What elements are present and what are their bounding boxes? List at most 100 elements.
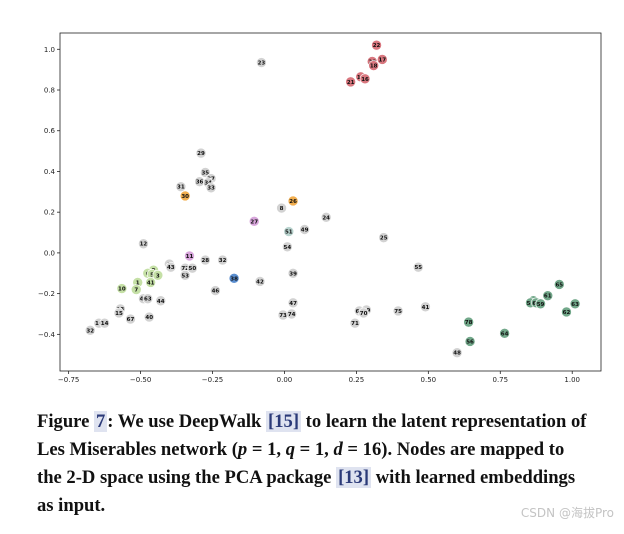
node-label: 16 <box>361 77 369 83</box>
node-label: 42 <box>256 279 264 285</box>
node-point <box>464 336 476 347</box>
node-label: 22 <box>373 43 381 49</box>
node-label: 39 <box>289 271 297 277</box>
node-label: 48 <box>453 351 461 357</box>
figure-caption: Figure 7: We use DeepWalk [15] to learn … <box>37 408 593 520</box>
node-label: 43 <box>167 265 175 271</box>
node-point <box>378 232 390 243</box>
node-label: 10 <box>118 287 126 293</box>
node-point <box>200 254 211 266</box>
node-label: 56 <box>466 339 474 345</box>
caption-ref-15[interactable]: [15] <box>266 411 302 432</box>
node-label: 40 <box>145 315 153 321</box>
node-point <box>145 277 156 288</box>
node-label: 65 <box>555 282 563 288</box>
node-point <box>287 297 299 309</box>
x-tick-label: 0.50 <box>421 376 437 384</box>
data-points: 2217201819162123293537363433313026827245… <box>84 39 581 358</box>
node-label: 74 <box>288 312 296 318</box>
node-label: 63 <box>144 297 152 303</box>
node-point <box>371 39 382 51</box>
node-label: 58 <box>527 301 535 307</box>
node-label: 64 <box>501 331 509 337</box>
node-point <box>561 306 572 318</box>
node-label: 31 <box>177 185 185 191</box>
caption-text-3: with learned embeddings as input. <box>37 467 576 516</box>
node-point <box>358 307 369 319</box>
node-label: 62 <box>563 310 571 316</box>
node-point <box>228 273 240 284</box>
node-point <box>179 270 191 281</box>
node-label: 14 <box>101 321 109 327</box>
node-point <box>299 224 310 235</box>
node-point <box>349 317 361 329</box>
node-point <box>412 261 424 273</box>
node-label: 35 <box>201 170 209 176</box>
node-point <box>499 328 510 339</box>
node-label: 70 <box>360 311 368 317</box>
node-point <box>179 190 191 202</box>
node-point <box>195 147 207 159</box>
node-point <box>113 307 125 319</box>
node-point <box>256 57 267 68</box>
node-label: 73 <box>279 313 287 319</box>
node-label: 41 <box>147 280 155 286</box>
caption-text-1: : We use DeepWalk <box>107 411 267 432</box>
node-point <box>542 290 554 301</box>
x-tick-label: 0.00 <box>277 376 293 384</box>
y-tick-label: 0.2 <box>44 209 55 217</box>
node-point <box>287 195 299 207</box>
node-point <box>320 211 332 223</box>
node-point <box>286 308 297 320</box>
node-label: 7 <box>134 288 138 294</box>
node-label: 18 <box>370 64 378 70</box>
x-tick-label: −0.25 <box>202 376 223 384</box>
node-label: 29 <box>197 151 205 157</box>
node-label: 72 <box>181 266 189 272</box>
node-label: 51 <box>285 230 293 236</box>
node-label: 32 <box>86 328 94 334</box>
y-tick-label: 1.0 <box>44 46 55 54</box>
node-label: 71 <box>351 321 359 327</box>
node-point <box>282 241 293 253</box>
node-point <box>84 324 96 336</box>
node-label: 33 <box>207 186 215 192</box>
node-label: 28 <box>201 258 209 264</box>
node-point <box>142 293 154 305</box>
node-point <box>359 73 371 85</box>
node-label: 17 <box>378 57 386 63</box>
node-label: 23 <box>258 61 266 67</box>
caption-q-eq: = 1, <box>294 439 334 460</box>
x-axis-ticks: −0.75 −0.50 −0.25 0.00 0.25 0.50 0.75 1.00 <box>58 371 580 384</box>
node-point <box>283 226 295 237</box>
y-axis-ticks: −0.4 −0.2 0.0 0.2 0.4 0.6 0.8 1.0 <box>38 46 60 339</box>
node-label: 78 <box>465 320 473 326</box>
node-point <box>99 317 110 329</box>
caption-figure-word: Figure <box>37 411 90 432</box>
caption-text-2: to learn the latent representation of Le… <box>37 411 587 460</box>
node-point <box>130 284 142 295</box>
scatter-plot: −0.75 −0.50 −0.25 0.00 0.25 0.50 0.75 1.00 −0.4… <box>38 32 602 384</box>
y-tick-label: 0.0 <box>44 249 55 257</box>
y-tick-label: −0.4 <box>38 331 56 339</box>
node-point <box>210 285 221 296</box>
node-point <box>205 182 217 194</box>
x-tick-label: 0.25 <box>349 376 365 384</box>
node-point <box>463 316 474 328</box>
node-label: 49 <box>301 227 309 233</box>
node-label: 32 <box>219 258 227 264</box>
node-label: 8 <box>280 206 284 212</box>
node-label: 75 <box>394 309 402 315</box>
node-label: 10 <box>95 321 103 327</box>
caption-ref-13[interactable]: [13] <box>336 467 372 488</box>
node-point <box>368 60 379 71</box>
y-tick-label: 0.8 <box>44 87 55 95</box>
node-point <box>392 305 404 317</box>
node-label: 61 <box>544 294 552 300</box>
caption-figure-number[interactable]: 7 <box>94 411 108 432</box>
node-label: 21 <box>347 80 355 86</box>
y-tick-label: 0.4 <box>44 168 56 176</box>
node-label: 11 <box>186 254 194 260</box>
node-label: 46 <box>212 289 220 295</box>
node-point <box>184 250 195 262</box>
